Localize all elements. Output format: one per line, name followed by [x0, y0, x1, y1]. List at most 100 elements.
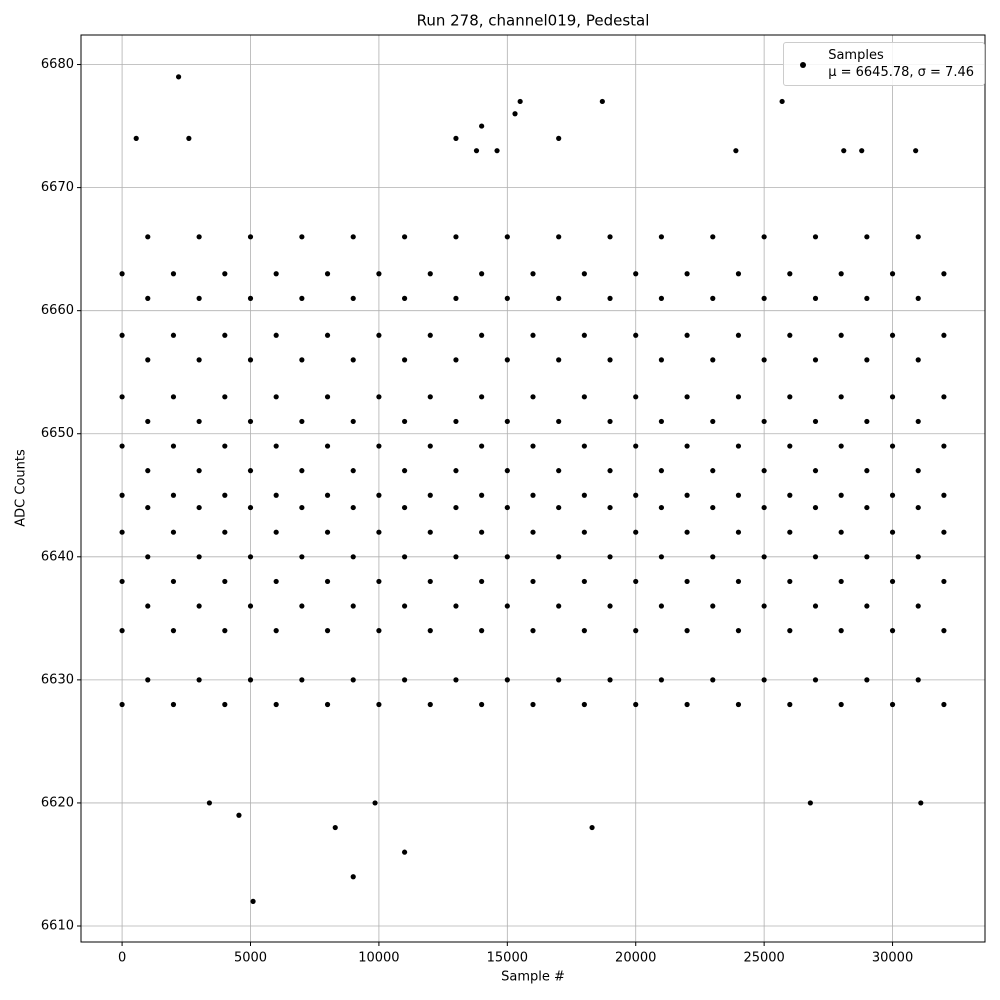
point: [196, 504, 202, 511]
point: [684, 394, 690, 400]
point: [761, 504, 767, 511]
point: [453, 234, 459, 240]
point: [427, 628, 433, 634]
point: [350, 357, 356, 363]
point: [864, 357, 870, 363]
point: [332, 824, 338, 831]
point: [273, 271, 279, 277]
point: [787, 394, 793, 400]
plot-frame: [80, 34, 986, 943]
point: [761, 357, 767, 363]
point: [556, 357, 562, 363]
point: [119, 394, 125, 400]
point: [607, 357, 613, 363]
point: [196, 234, 202, 240]
point: [864, 468, 870, 474]
point: [864, 677, 870, 683]
point: [787, 529, 793, 535]
point: [941, 492, 947, 498]
chart-title: Run 278, channel019, Pedestal: [417, 12, 650, 30]
point: [915, 418, 921, 425]
point: [761, 677, 767, 683]
point: [735, 443, 742, 449]
point: [889, 578, 896, 585]
point: [684, 529, 690, 535]
point: [812, 295, 819, 301]
point: [350, 874, 356, 880]
point: [761, 418, 767, 425]
point: [350, 295, 356, 301]
point: [556, 135, 562, 141]
point: [787, 271, 793, 277]
point: [658, 418, 665, 425]
point: [556, 677, 562, 683]
point: [581, 443, 587, 449]
point: [376, 443, 382, 449]
point: [504, 357, 510, 363]
point: [735, 529, 742, 535]
point: [299, 603, 305, 609]
point: [119, 492, 125, 498]
point: [633, 529, 639, 535]
point: [556, 295, 562, 301]
point: [376, 701, 382, 708]
point: [941, 271, 947, 277]
point: [581, 394, 587, 400]
point: [838, 394, 844, 400]
point: [170, 529, 177, 535]
point: [479, 529, 485, 535]
point: [453, 295, 459, 301]
point: [735, 271, 742, 277]
point: [273, 701, 279, 708]
point: [684, 332, 690, 338]
point: [479, 443, 485, 449]
point: [913, 148, 919, 154]
point: [581, 578, 587, 585]
point: [504, 234, 510, 240]
point: [401, 504, 408, 511]
point: [247, 295, 254, 301]
point: [222, 578, 228, 585]
point: [607, 504, 613, 511]
point: [889, 529, 896, 535]
point: [494, 148, 500, 154]
point: [787, 578, 793, 585]
point: [512, 111, 518, 117]
y-tick-label: 6680: [41, 57, 74, 72]
point: [918, 800, 924, 806]
point: [479, 394, 485, 400]
point: [170, 628, 177, 634]
point: [599, 98, 605, 105]
point: [222, 492, 228, 498]
point: [864, 504, 870, 511]
point: [427, 271, 433, 277]
point: [145, 234, 151, 240]
point: [684, 443, 690, 449]
point: [556, 603, 562, 609]
point: [453, 677, 459, 683]
point: [119, 332, 125, 338]
point: [633, 701, 639, 708]
point: [250, 898, 256, 904]
point: [222, 332, 228, 338]
point: [761, 554, 767, 560]
point: [710, 504, 716, 511]
point: [196, 357, 202, 363]
point: [607, 468, 613, 474]
point: [453, 504, 459, 511]
point: [941, 529, 947, 535]
point: [186, 135, 192, 141]
point: [401, 468, 408, 474]
point: [735, 394, 742, 400]
point: [710, 677, 716, 683]
point: [941, 443, 947, 449]
x-tick-label: 0: [118, 951, 126, 966]
point: [196, 295, 202, 301]
point: [453, 357, 459, 363]
point: [401, 295, 408, 301]
point: [479, 578, 485, 585]
point: [530, 332, 536, 338]
point: [530, 628, 536, 634]
